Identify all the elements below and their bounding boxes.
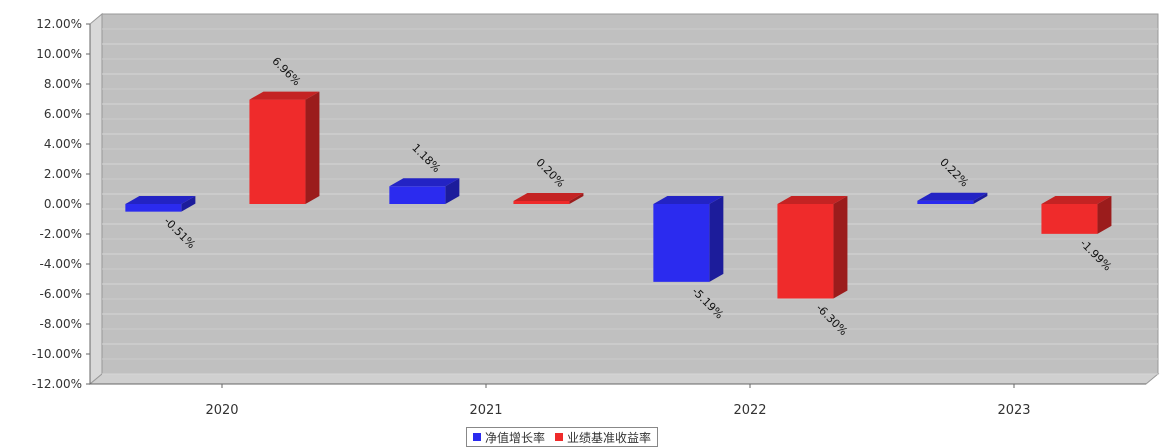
bar-side — [181, 196, 196, 212]
bar-side — [833, 196, 848, 299]
bar-nav-growth-2023 — [917, 192, 988, 204]
legend-swatch-red — [555, 433, 564, 441]
x-tick-label: 2020 — [205, 403, 238, 418]
bars — [125, 91, 1112, 299]
bar-benchmark-2022 — [777, 196, 848, 299]
bar-front — [125, 204, 182, 212]
y-tick-label: 8.00% — [44, 77, 82, 91]
bar-front — [249, 99, 306, 204]
y-tick-label: 10.00% — [36, 47, 82, 61]
y-tick-label: -12.00% — [32, 377, 82, 391]
y-tick-label: 0.00% — [44, 197, 82, 211]
y-tick-label: -8.00% — [40, 317, 82, 331]
bar-front — [513, 201, 570, 204]
bar-top — [653, 196, 724, 204]
bar-top — [513, 193, 584, 201]
y-tick-label: 4.00% — [44, 137, 82, 151]
legend-item-benchmark: 业绩基准收益率 — [555, 429, 651, 446]
legend-label-benchmark: 业绩基准收益率 — [567, 430, 652, 445]
bar-top — [777, 196, 848, 204]
y-axis: 12.00% 10.00% 8.00% 6.00% 4.00% 2.00% 0.00% -2.… — [32, 17, 91, 391]
bar-side — [305, 91, 320, 204]
y-tick-label: -10.00% — [32, 347, 82, 361]
bar-nav-growth-2022 — [653, 196, 724, 282]
bar-nav-growth-2020 — [125, 196, 196, 212]
x-tick-label: 2022 — [733, 403, 766, 418]
x-tick-label: 2021 — [469, 403, 502, 418]
bar-benchmark-2023 — [1041, 196, 1112, 234]
bar-side — [445, 178, 460, 204]
bar-side — [709, 196, 724, 282]
legend: 净值增长率 业绩基准收益率 — [466, 427, 659, 447]
bar-benchmark-2021 — [513, 193, 584, 204]
bar-benchmark-2020 — [249, 91, 320, 204]
bar-front — [917, 200, 974, 204]
bar-nav-growth-2021 — [389, 178, 460, 204]
y-tick-label: -4.00% — [40, 257, 82, 271]
legend-label-nav-growth: 净值增长率 — [485, 430, 546, 445]
legend-item-nav-growth: 净值增长率 — [473, 429, 545, 446]
y-tick-label: -2.00% — [40, 227, 82, 241]
bar-top — [125, 196, 196, 204]
y-tick-label: 12.00% — [36, 17, 82, 31]
bar-front — [777, 204, 834, 299]
y-tick-label: -6.00% — [40, 287, 82, 301]
bar-top — [1041, 196, 1112, 204]
bar-top — [249, 91, 320, 100]
bar-top — [389, 178, 460, 187]
bar-front — [1041, 204, 1098, 234]
legend-swatch-blue — [473, 433, 481, 441]
bar-front — [389, 186, 446, 204]
bar-front — [653, 204, 710, 282]
y-tick-label: 2.00% — [44, 167, 82, 181]
x-tick-label: 2023 — [997, 403, 1030, 418]
bar-side — [973, 192, 988, 204]
y-tick-label: 6.00% — [44, 107, 82, 121]
x-axis: 2020 2021 2022 2023 — [90, 383, 1146, 418]
plot-side-wall — [89, 12, 103, 386]
bar-top — [917, 192, 988, 201]
plot-floor — [88, 373, 1160, 385]
bar-side — [569, 193, 584, 204]
bar-side — [1097, 196, 1112, 234]
